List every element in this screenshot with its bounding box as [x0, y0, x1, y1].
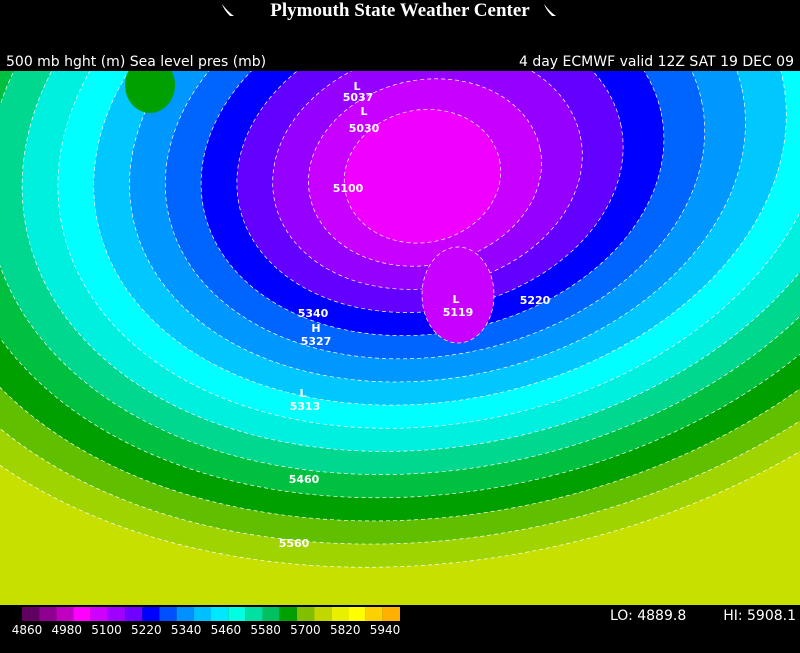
color-swatch	[296, 607, 315, 621]
color-bar-tick: 5340	[171, 623, 202, 637]
title: Plymouth State Weather Center	[270, 0, 530, 21]
color-swatch	[159, 607, 177, 621]
contour-label: 5220	[520, 294, 551, 307]
pressure-marker: H	[311, 322, 320, 335]
color-bar-tick: 5700	[290, 623, 321, 637]
color-swatch	[39, 607, 57, 621]
color-swatch	[142, 607, 160, 621]
color-swatch	[56, 607, 74, 621]
color-swatch	[331, 607, 349, 621]
color-swatch	[22, 607, 40, 621]
color-bar-tick: 5940	[370, 623, 401, 637]
color-swatch	[262, 607, 280, 621]
band	[343, 109, 502, 244]
contour-label: 5340	[298, 307, 329, 320]
field-label: 500 mb hght (m) Sea level pres (mb)	[6, 54, 266, 70]
color-bar-tick: 5460	[211, 623, 242, 637]
color-bar-tick: 4860	[12, 623, 43, 637]
color-bar: 4860 4980 5100 5220 5340 5460 5580 5700 5820 5940	[12, 607, 401, 637]
color-swatch	[365, 607, 383, 621]
color-swatch	[125, 607, 143, 621]
pressure-marker: L	[299, 387, 306, 400]
color-swatch	[314, 607, 332, 621]
band	[421, 246, 495, 344]
contour-label: 5460	[289, 473, 320, 486]
color-bar-tick: 5220	[131, 623, 162, 637]
color-swatch	[245, 607, 263, 621]
high-value: HI: 5908.1	[723, 608, 796, 624]
low-value: LO: 4889.8	[610, 608, 686, 624]
color-swatch	[211, 607, 229, 621]
contour-label: 5030	[349, 122, 380, 135]
color-bar-tick: 4980	[52, 623, 83, 637]
color-swatch	[382, 607, 400, 621]
color-swatch	[107, 607, 126, 621]
contour-label: 5100	[333, 182, 364, 195]
band	[125, 71, 175, 113]
color-bar-tick: 5580	[250, 623, 281, 637]
pressure-marker: L	[452, 293, 459, 306]
pressure-marker: L	[360, 105, 367, 118]
color-swatch	[73, 607, 91, 621]
color-swatch	[176, 607, 194, 621]
color-swatch	[193, 607, 211, 621]
map-labels: L 5037 L 5030 5100 L 5119 5220 5340 H 53…	[279, 80, 551, 550]
contour-label: 5037	[343, 91, 374, 104]
color-swatch	[90, 607, 108, 621]
contour-label: 5327	[301, 335, 332, 348]
color-swatch	[348, 607, 366, 621]
contour-label: 5119	[443, 306, 474, 319]
contour-label: 5560	[279, 537, 310, 550]
color-bar-tick: 5820	[330, 623, 361, 637]
color-bar-tick: 5100	[91, 623, 122, 637]
color-swatch	[279, 607, 297, 621]
pressure-marker: L	[353, 80, 360, 93]
valid-label: 4 day ECMWF valid 12Z SAT 19 DEC 09	[519, 54, 794, 70]
color-swatch	[228, 607, 246, 621]
contour-label: 5313	[290, 400, 321, 413]
